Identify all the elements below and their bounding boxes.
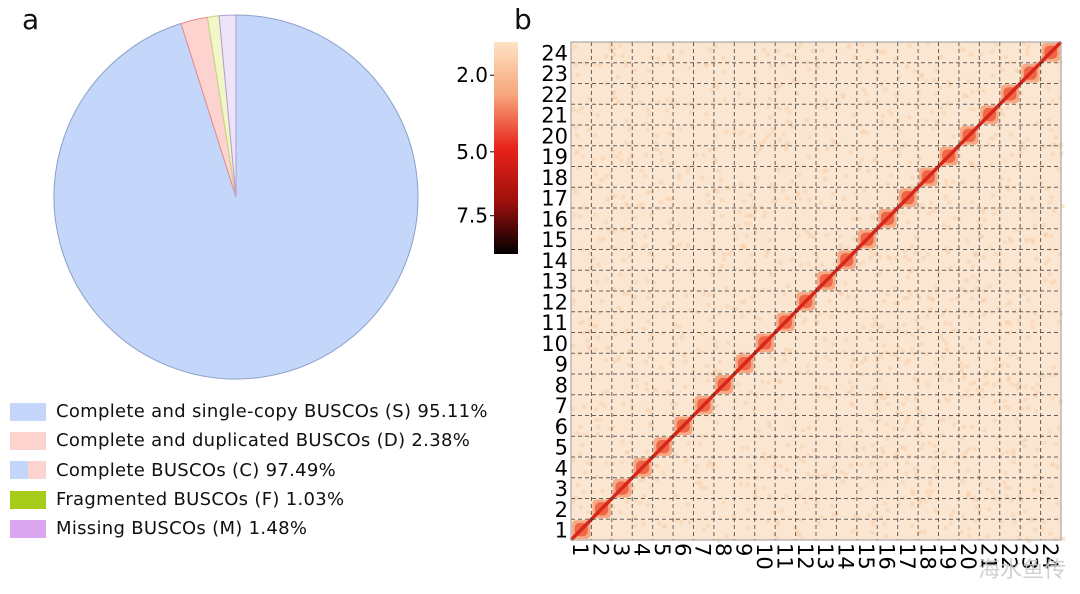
panel-label-b: b — [514, 3, 532, 36]
legend-item: Missing BUSCOs (M) 1.48% — [10, 514, 488, 543]
y-tick-label: 8 — [555, 373, 568, 397]
x-tick-label: 17 — [895, 543, 919, 570]
y-tick-label: 6 — [555, 415, 568, 439]
x-tick-label: 21 — [977, 543, 1001, 570]
legend-item: Complete and single-copy BUSCOs (S) 95.1… — [10, 397, 488, 426]
y-tick-label: 12 — [541, 290, 568, 314]
y-tick-label: 16 — [541, 207, 568, 231]
y-tick-label: 22 — [541, 83, 568, 107]
x-tick-label: 18 — [915, 543, 939, 570]
colorbar-tick-label: 7.5 — [456, 204, 488, 228]
legend-swatch — [10, 461, 46, 480]
y-tick-label: 13 — [541, 270, 568, 294]
x-tick-label: 2 — [589, 543, 613, 556]
busco-pie-chart — [53, 14, 419, 380]
y-tick-label: 3 — [555, 477, 568, 501]
pie-legend: Complete and single-copy BUSCOs (S) 95.1… — [10, 397, 488, 543]
legend-label: Fragmented BUSCOs (F) 1.03% — [56, 489, 345, 511]
y-tick-label: 21 — [541, 104, 568, 128]
x-tick-label: 6 — [670, 543, 694, 556]
legend-swatch — [10, 519, 46, 538]
watermark: 海水鱼传 — [977, 558, 1066, 583]
x-tick-label: 14 — [834, 543, 858, 570]
x-tick-label: 8 — [711, 543, 735, 556]
y-tick-label: 18 — [541, 166, 568, 190]
y-tick-label: 1 — [555, 519, 568, 543]
x-tick-label: 4 — [629, 543, 653, 556]
legend-label: Complete and single-copy BUSCOs (S) 95.1… — [56, 401, 488, 423]
y-tick-label: 10 — [541, 332, 568, 356]
y-tick-label: 24 — [541, 41, 568, 65]
colorbar-gradient — [494, 42, 518, 254]
x-tick-label: 24 — [1038, 543, 1062, 570]
legend-item: Fragmented BUSCOs (F) 1.03% — [10, 485, 488, 514]
colorbar-tick-label: 5.0 — [456, 140, 488, 164]
x-tick-label: 19 — [936, 543, 960, 570]
heatmap-grid — [571, 42, 1061, 540]
y-tick-label: 15 — [541, 228, 568, 252]
x-tick-label: 12 — [793, 543, 817, 570]
colorbar: 2.0 5.0 7.5 — [456, 42, 518, 254]
x-tick-label: 7 — [691, 543, 715, 556]
legend-label: Missing BUSCOs (M) 1.48% — [56, 518, 308, 540]
x-tick-label: 13 — [813, 543, 837, 570]
y-tick-label: 4 — [555, 456, 568, 480]
y-tick-label: 11 — [541, 311, 568, 335]
x-tick-label: 10 — [752, 543, 776, 570]
y-tick-label: 19 — [541, 145, 568, 169]
legend-item: Complete BUSCOs (C) 97.49% — [10, 456, 488, 485]
x-tick-label: 20 — [956, 543, 980, 570]
legend-label: Complete BUSCOs (C) 97.49% — [56, 459, 337, 481]
y-tick-label: 23 — [541, 62, 568, 86]
x-tick-label: 9 — [732, 543, 756, 556]
y-tick-label: 7 — [555, 394, 568, 418]
y-tick-label: 14 — [541, 249, 568, 273]
x-tick-label: 16 — [874, 543, 898, 570]
panel-label-a: a — [22, 3, 40, 36]
x-tick-label: 3 — [609, 543, 633, 556]
y-tick-label: 17 — [541, 187, 568, 211]
colorbar-tick-label: 2.0 — [456, 63, 488, 87]
y-tick-label: 2 — [555, 498, 568, 522]
legend-item: Complete and duplicated BUSCOs (D) 2.38% — [10, 426, 488, 455]
x-tick-label: 1 — [568, 543, 592, 556]
legend-swatch — [10, 431, 46, 450]
legend-swatch — [10, 402, 46, 421]
legend-label: Complete and duplicated BUSCOs (D) 2.38% — [56, 430, 471, 452]
y-tick-label: 20 — [541, 124, 568, 148]
x-tick-label: 22 — [997, 543, 1021, 570]
pie-slice — [218, 14, 237, 198]
y-tick-label: 9 — [555, 353, 568, 377]
y-tick-label: 5 — [555, 436, 568, 460]
x-tick-label: 23 — [1017, 543, 1041, 570]
legend-swatch — [10, 490, 46, 509]
x-tick-label: 5 — [650, 543, 674, 556]
x-tick-label: 15 — [854, 543, 878, 570]
x-tick-label: 11 — [772, 543, 796, 570]
heatmap-frame — [570, 41, 1062, 541]
